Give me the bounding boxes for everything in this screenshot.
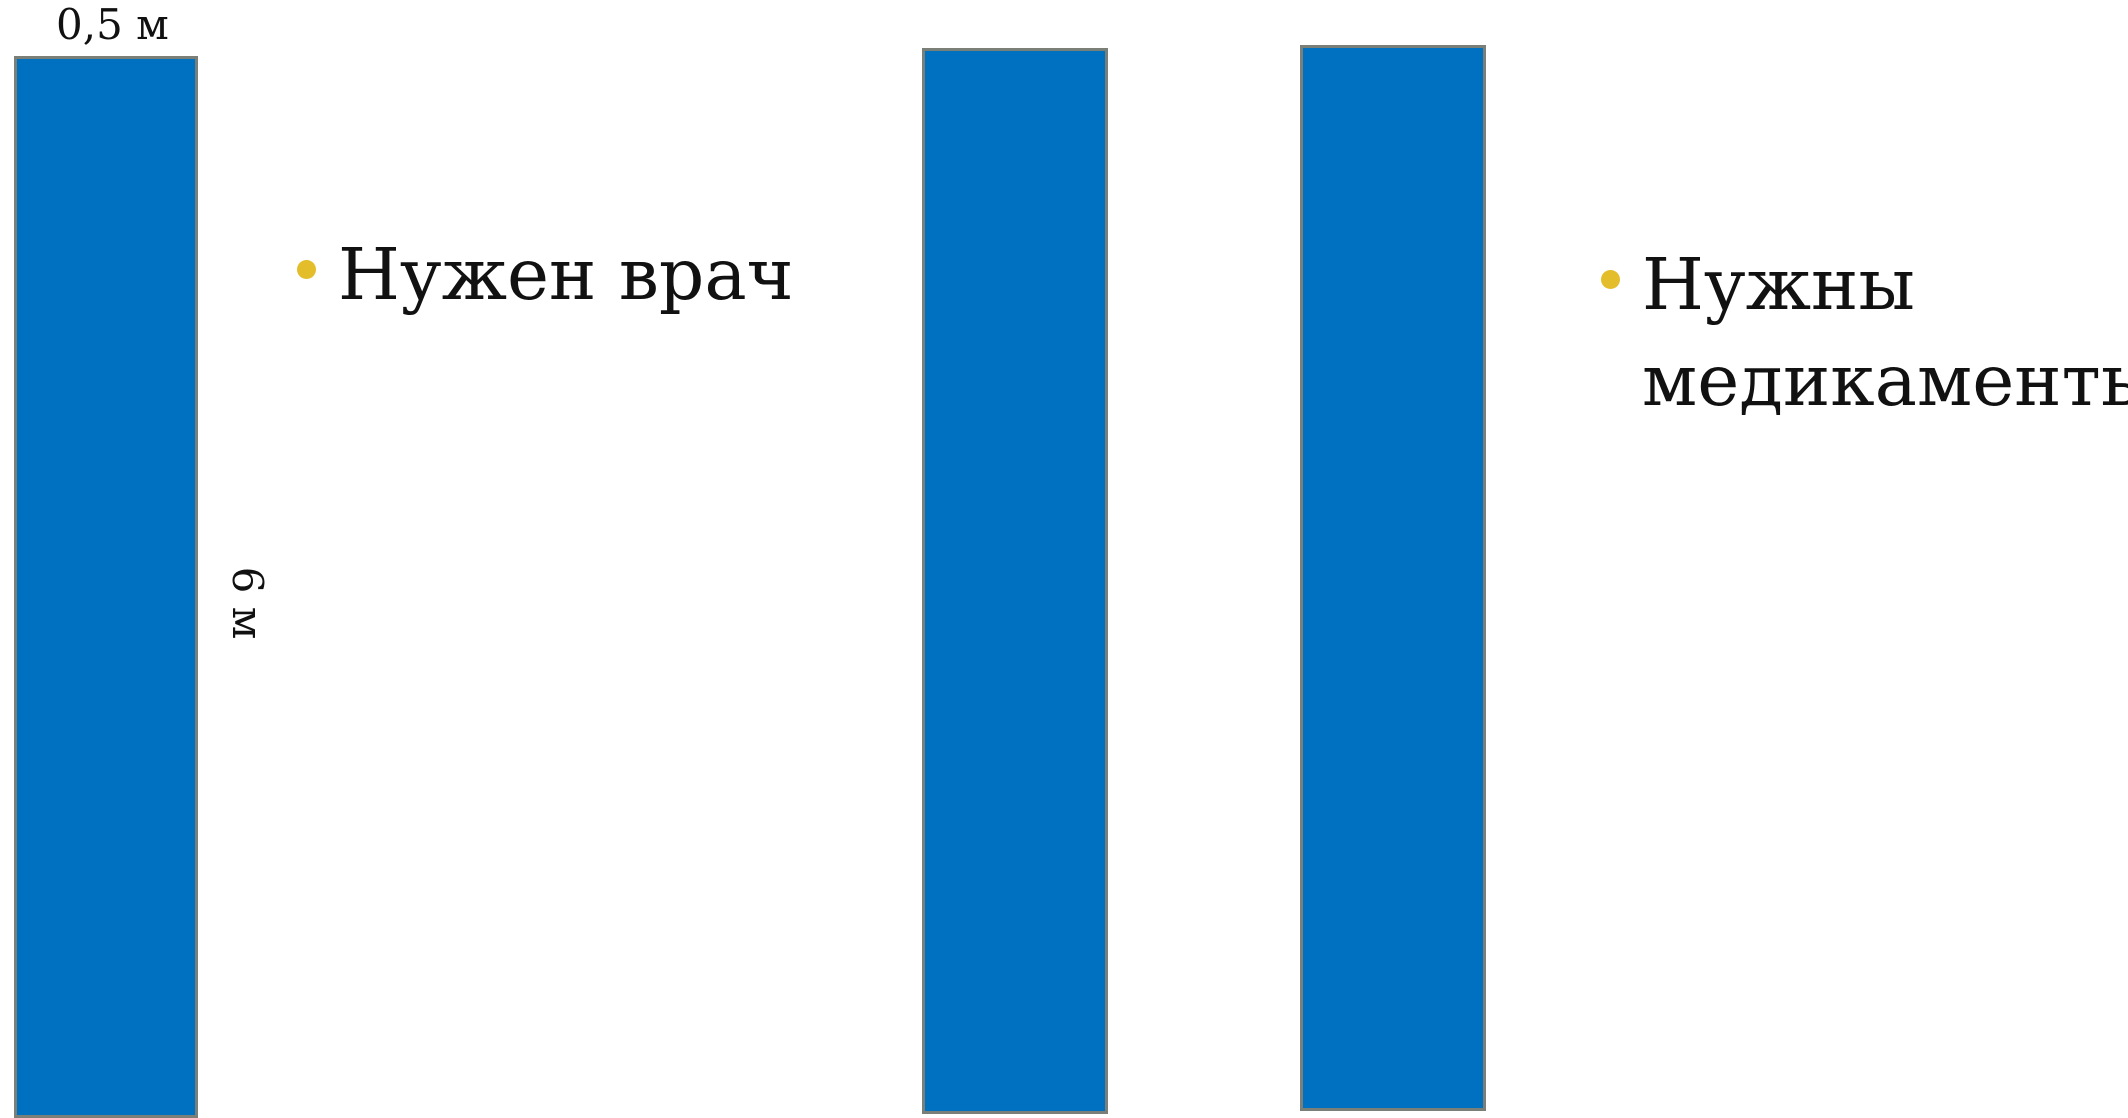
bullet-text: Нужен врач [338, 233, 794, 316]
blue-bar-middle [922, 48, 1108, 1114]
bullet-text: Нужны медикаменты [1642, 243, 2128, 422]
blue-bar-left [14, 56, 198, 1118]
blue-bar-right [1300, 45, 1486, 1111]
height-dimension-label: 6 м [223, 566, 272, 640]
bullet-dot-icon [1601, 270, 1620, 289]
bullet-dot-icon [297, 260, 316, 279]
bullet-item-doctor: Нужен врач [297, 227, 794, 323]
width-dimension-label: 0,5 м [56, 0, 169, 49]
bullet-item-medicines: Нужны медикаменты [1601, 237, 2128, 429]
